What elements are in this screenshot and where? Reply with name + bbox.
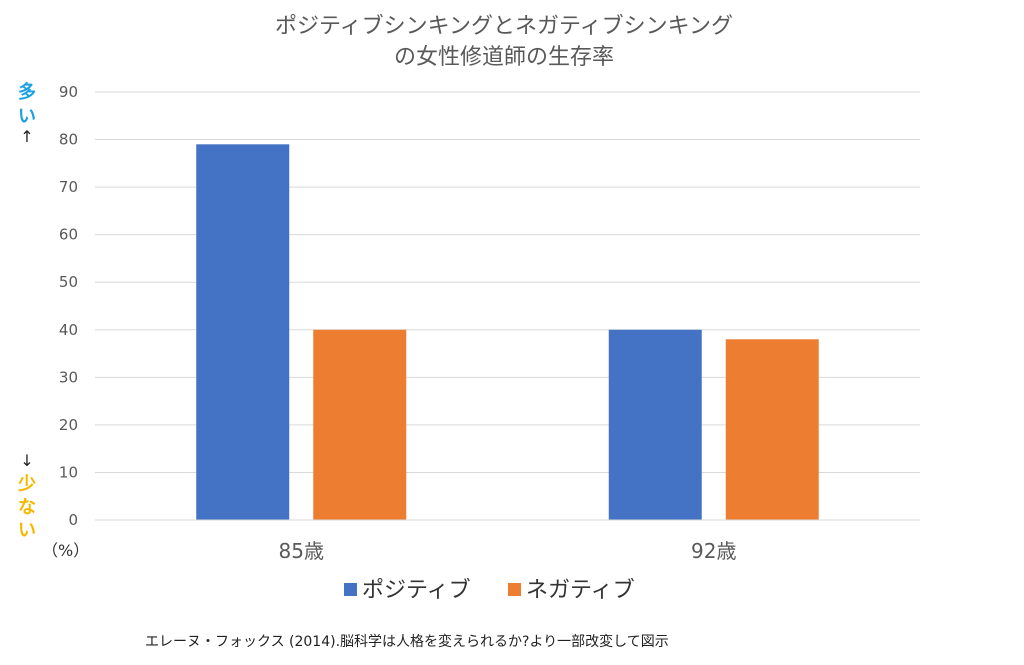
chart-title-line-2: の女性修道師の生存率 (394, 45, 614, 70)
bars (95, 144, 920, 521)
y-tick-label: 10 (59, 463, 78, 481)
bar-negative-2 (725, 339, 819, 520)
x-category-label: 92歳 (691, 539, 736, 563)
y-tick-label: 40 (59, 321, 78, 339)
x-axis-categories: 85歳 92歳 (279, 539, 737, 563)
side-label-many-char-1: 多 (18, 81, 36, 103)
legend-swatch-positive (344, 583, 357, 596)
y-tick-label: 70 (59, 178, 78, 196)
y-axis-ticks: 0 10 20 30 40 50 60 70 80 90 (59, 83, 78, 529)
unit-label: （%） (42, 541, 89, 560)
x-category-label: 85歳 (279, 539, 324, 563)
chart-title-line-1: ポジティブシンキングとネガティブシンキング (275, 14, 733, 39)
y-tick-label: 20 (59, 416, 78, 434)
side-label-few-char-2: な (18, 497, 36, 518)
source-note: エレーヌ・フォックス (2014).脳科学は人格を変えられるか?より一部改変して… (145, 633, 669, 650)
legend-label-negative: ネガティブ (526, 578, 635, 603)
legend: ポジティブ ネガティブ (344, 578, 635, 603)
legend-label-positive: ポジティブ (362, 578, 471, 603)
side-label-few-char-1: 少 (17, 474, 36, 495)
y-tick-label: 60 (59, 226, 78, 244)
bar-negative-1 (313, 329, 407, 520)
side-label-few-char-3: い (18, 520, 36, 541)
side-label-few: ↓ 少 な い (17, 451, 36, 541)
up-arrow-icon: ↑ (20, 127, 33, 146)
side-label-many-char-2: い (18, 106, 36, 127)
bar-positive-2 (608, 329, 702, 520)
y-tick-label: 90 (59, 83, 78, 101)
y-tick-label: 0 (68, 511, 78, 529)
down-arrow-icon: ↓ (20, 451, 33, 470)
y-tick-label: 30 (59, 368, 78, 386)
y-tick-label: 80 (59, 131, 78, 149)
bar-positive-1 (196, 144, 290, 521)
side-label-many: 多 い ↑ (18, 81, 36, 146)
y-tick-label: 50 (59, 273, 78, 291)
legend-swatch-negative (508, 583, 521, 596)
